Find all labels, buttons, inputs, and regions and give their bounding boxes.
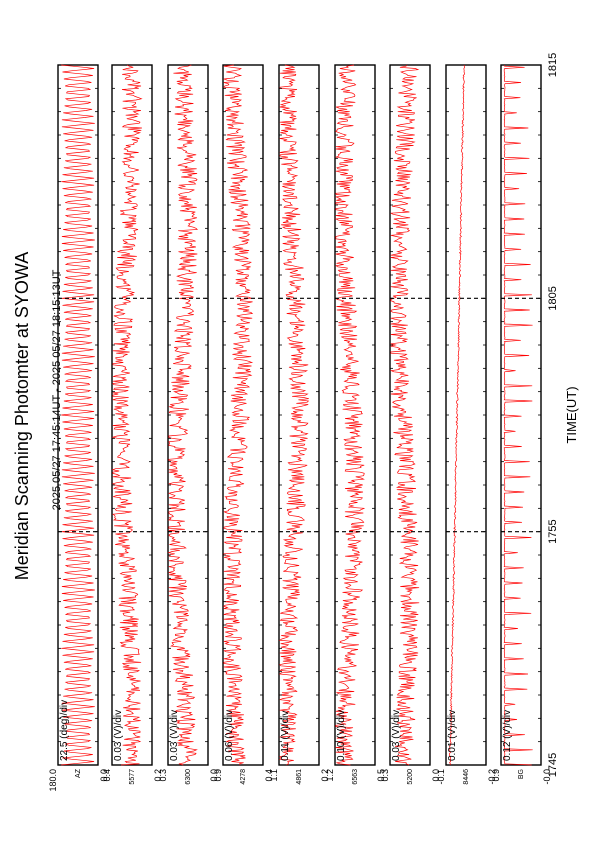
channel-label: 4278 — [240, 769, 247, 785]
y-tick-low: 0.0 — [209, 769, 219, 782]
channel-label: BG — [518, 769, 525, 779]
y-tick-high: 180.0 — [48, 769, 58, 792]
y-tick-low: 0.5 — [376, 769, 386, 782]
y-tick-low: 0.0 — [99, 769, 109, 782]
scale-label: 0.03 (V)/div — [391, 710, 402, 761]
scale-label: 0.03 (V)/div — [113, 710, 124, 761]
time-axis: 1745 1755 1805 1815 — [547, 53, 559, 777]
channel-label: AZ — [75, 768, 82, 778]
panel-frame — [389, 64, 431, 766]
x-tick-label: 1745 — [547, 753, 559, 777]
x-axis-label: TIME(UT) — [564, 386, 579, 443]
panel-frame — [445, 64, 487, 766]
trace-8446 — [449, 64, 465, 766]
x-tick-label: 1755 — [547, 519, 559, 543]
y-tick-high: 0.9 — [213, 769, 223, 782]
y-tick-low: 0.4 — [264, 769, 274, 782]
scale-label: 0.03 (V)/div — [169, 710, 180, 761]
panel-8446: 0.01 (V)/div-0.1 -0.2 8446 — [436, 64, 497, 785]
y-tick-low: 0.0 — [431, 769, 441, 782]
channel-label: 5577 — [129, 769, 136, 785]
y-tick-high: 0.9 — [491, 769, 501, 782]
scale-label: 0.11 (V)/div — [280, 711, 291, 761]
trace-AZ — [61, 64, 95, 766]
channel-label: 8446 — [463, 769, 470, 785]
y-tick-low: 0.2 — [153, 769, 163, 782]
scale-label: 0.01 (V)/div — [447, 710, 458, 761]
scale-label: 22.5 (deg)/div — [59, 700, 70, 761]
channel-label: 6300 — [185, 769, 192, 785]
scale-label: 0.12 (V)/div — [502, 710, 513, 761]
figure-title: Meridian Scanning Photomter at SYOWA — [12, 252, 32, 580]
y-tick-high: 1.2 — [325, 769, 335, 782]
y-tick-high: 0.4 — [102, 769, 112, 782]
y-tick-high: 0.3 — [380, 769, 390, 782]
trace-4278 — [223, 64, 254, 766]
y-tick-high: 0.3 — [158, 769, 168, 782]
x-tick-label: 1815 — [547, 53, 559, 77]
trace-4861 — [278, 64, 310, 766]
panel-frame — [278, 64, 320, 766]
y-tick-low: -0.0 — [542, 769, 552, 785]
channel-label: 5200 — [407, 769, 414, 785]
trace-6300 — [167, 64, 198, 766]
trace-5200 — [389, 64, 420, 766]
trace-6563 — [334, 64, 365, 766]
channel-label: 4861 — [296, 769, 303, 785]
panel-frame — [222, 64, 264, 766]
y-tick-low: 0.2 — [320, 769, 330, 782]
trace-5577 — [111, 64, 143, 766]
scale-label: 0.10 (V)/div — [336, 710, 347, 761]
y-tick-high: -0.1 — [436, 769, 446, 785]
y-tick-high: 1.1 — [269, 769, 279, 782]
y-tick-low: -0.2 — [487, 769, 497, 785]
x-tick-label: 1805 — [547, 286, 559, 310]
scale-label: 0.06 (V)/div — [224, 710, 235, 761]
panel-frame — [167, 64, 209, 766]
trace-BG — [503, 65, 533, 766]
channel-label: 6563 — [352, 769, 359, 785]
time-range: 2025 05/27 17:45:14UT - 2025 05/27 18:15… — [51, 269, 63, 510]
